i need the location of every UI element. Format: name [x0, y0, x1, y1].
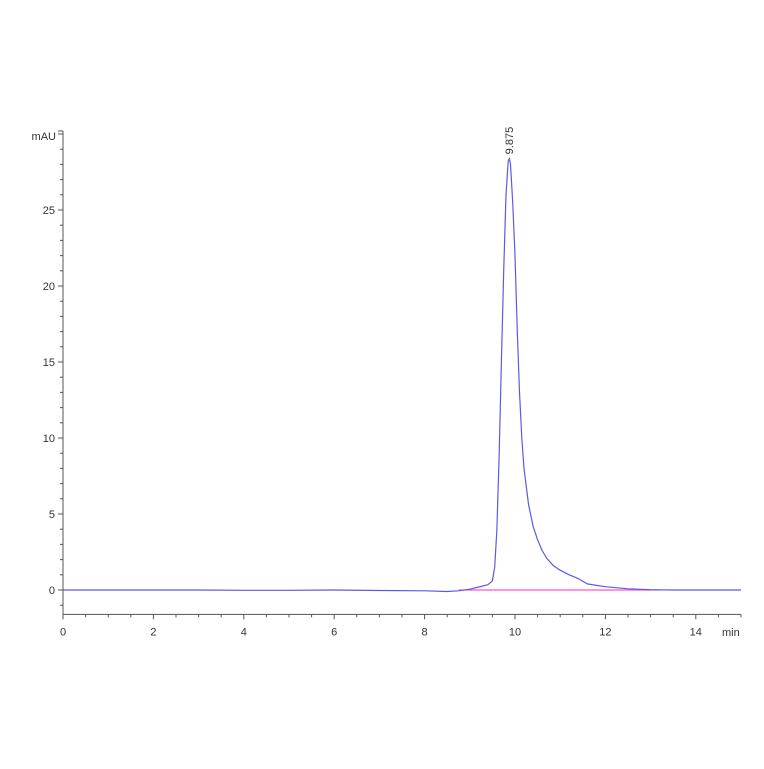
- x-tick-label: 12: [599, 626, 611, 638]
- y-tick-label: 25: [43, 205, 55, 217]
- peak-label: 9.875: [504, 127, 516, 155]
- x-tick-label: 10: [509, 626, 521, 638]
- x-tick-label: 2: [150, 626, 156, 638]
- axes: 0 5 10 15 20 25 0 2 4 6 8 10 12 14: [43, 130, 742, 638]
- x-tick-label: 8: [422, 626, 428, 638]
- x-tick-label: 4: [241, 626, 247, 638]
- signal-line: [63, 157, 741, 593]
- y-tick-label: 5: [49, 509, 55, 521]
- plot-area: 9.875: [63, 127, 741, 593]
- y-tick-label: 10: [43, 433, 55, 445]
- x-tick-label: 0: [60, 626, 66, 638]
- x-tick-label: 14: [690, 626, 702, 638]
- y-tick-label: 15: [43, 357, 55, 369]
- y-axis-label: mAU: [32, 131, 57, 143]
- y-tick-label: 0: [49, 585, 55, 597]
- x-axis-label: min: [722, 627, 740, 639]
- x-tick-label: 6: [331, 626, 337, 638]
- y-tick-label: 20: [43, 281, 55, 293]
